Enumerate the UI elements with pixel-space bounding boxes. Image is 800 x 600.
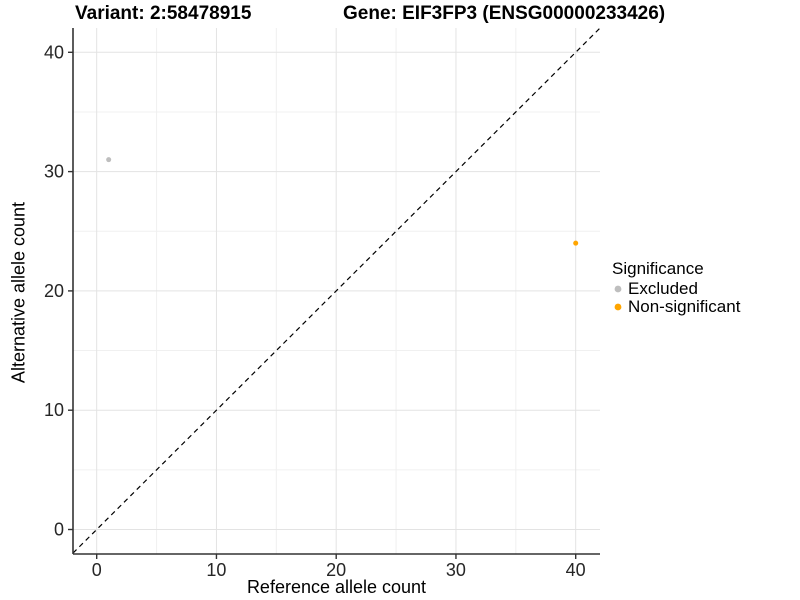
legend-label-excluded: Excluded bbox=[628, 279, 698, 298]
identity-line bbox=[72, 27, 601, 554]
legend-title: Significance bbox=[612, 259, 704, 278]
x-tick-label: 30 bbox=[446, 560, 466, 580]
variant-title: Variant: 2:58478915 bbox=[75, 3, 252, 24]
excluded-point-glyph bbox=[614, 285, 622, 293]
y-tick-label: 10 bbox=[44, 400, 64, 420]
legend-item-excluded: Excluded bbox=[612, 279, 740, 298]
x-tick-label: 10 bbox=[206, 560, 226, 580]
y-tick-label: 0 bbox=[54, 520, 64, 540]
y-tick-label: 20 bbox=[44, 281, 64, 301]
data-point-excluded bbox=[106, 157, 112, 163]
y-axis-title: Alternative allele count bbox=[8, 201, 29, 384]
legend-label-non-significant: Non-significant bbox=[628, 297, 741, 316]
gene-title: Gene: EIF3FP3 (ENSG00000233426) bbox=[343, 3, 666, 24]
x-tick-label: 40 bbox=[566, 560, 586, 580]
y-tick-label: 30 bbox=[44, 162, 64, 182]
non-significant-point-glyph bbox=[614, 303, 622, 311]
x-tick-label: 0 bbox=[92, 560, 102, 580]
data-point-non-significant bbox=[573, 240, 579, 246]
x-tick-label: 20 bbox=[326, 560, 346, 580]
x-axis-title: Reference allele count bbox=[246, 577, 427, 597]
legend: Significance Excluded Non-significant bbox=[612, 258, 740, 316]
y-tick-label: 40 bbox=[44, 42, 64, 62]
excluded-point-icon bbox=[614, 285, 622, 293]
non-significant-point-icon bbox=[614, 303, 622, 311]
legend-item-non-significant: Non-significant bbox=[612, 297, 741, 316]
